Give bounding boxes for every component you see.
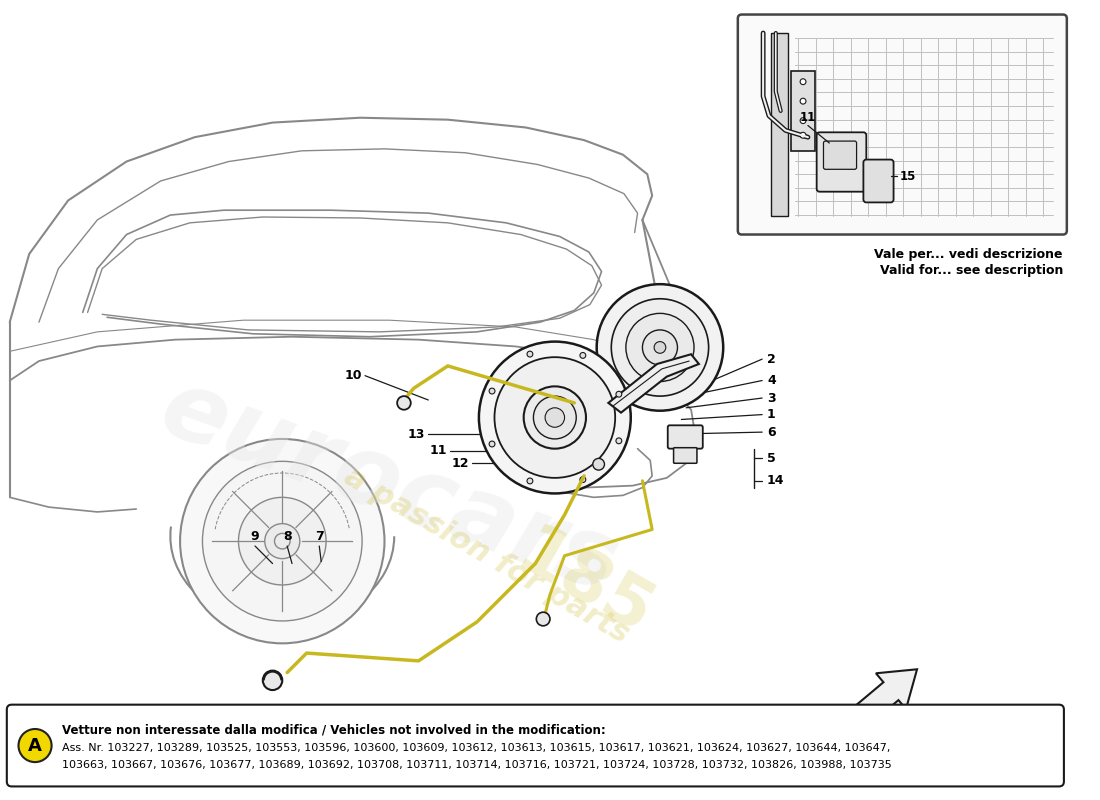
Circle shape <box>397 396 410 410</box>
Text: Vetture non interessate dalla modifica / Vehicles not involved in the modificati: Vetture non interessate dalla modifica /… <box>63 723 606 736</box>
Text: A: A <box>29 737 42 754</box>
Text: Ass. Nr. 103227, 103289, 103525, 103553, 103596, 103600, 103609, 103612, 103613,: Ass. Nr. 103227, 103289, 103525, 103553,… <box>63 742 891 753</box>
Circle shape <box>490 441 495 447</box>
FancyBboxPatch shape <box>673 448 697 463</box>
Circle shape <box>580 353 586 358</box>
Circle shape <box>527 478 532 484</box>
Circle shape <box>534 396 576 439</box>
Text: 8: 8 <box>283 530 292 543</box>
Circle shape <box>265 524 300 558</box>
FancyBboxPatch shape <box>824 141 857 170</box>
Circle shape <box>495 357 615 478</box>
Circle shape <box>616 438 622 444</box>
Circle shape <box>800 132 806 138</box>
Circle shape <box>612 298 708 396</box>
Text: 11: 11 <box>800 110 816 123</box>
Circle shape <box>527 351 532 357</box>
Circle shape <box>593 458 605 470</box>
Text: 2: 2 <box>767 353 775 366</box>
Text: Valid for... see description: Valid for... see description <box>880 264 1063 277</box>
Circle shape <box>524 386 586 449</box>
Circle shape <box>654 342 666 354</box>
Text: 11: 11 <box>429 444 447 457</box>
Text: Vale per... vedi descrizione: Vale per... vedi descrizione <box>874 248 1063 261</box>
FancyBboxPatch shape <box>7 705 1064 786</box>
Circle shape <box>800 78 806 85</box>
Text: a passion for parts: a passion for parts <box>339 462 635 650</box>
Text: 12: 12 <box>452 457 470 470</box>
Circle shape <box>490 388 495 394</box>
Text: 1: 1 <box>767 408 775 421</box>
Text: 185: 185 <box>505 520 663 650</box>
Text: eurocars: eurocars <box>148 362 630 614</box>
Text: 15: 15 <box>900 170 916 182</box>
FancyBboxPatch shape <box>816 132 867 192</box>
Text: 103663, 103667, 103676, 103677, 103689, 103692, 103708, 103711, 103714, 103716, : 103663, 103667, 103676, 103677, 103689, … <box>63 760 892 770</box>
Circle shape <box>596 284 723 410</box>
FancyBboxPatch shape <box>791 71 815 151</box>
Circle shape <box>616 391 622 397</box>
Text: 7: 7 <box>315 530 323 543</box>
FancyBboxPatch shape <box>864 159 893 202</box>
Circle shape <box>546 408 564 427</box>
Circle shape <box>800 118 806 123</box>
Text: 10: 10 <box>344 369 362 382</box>
Text: 6: 6 <box>767 426 775 438</box>
Circle shape <box>580 477 586 482</box>
Text: 3: 3 <box>767 391 775 405</box>
Circle shape <box>642 330 678 365</box>
Circle shape <box>202 462 362 621</box>
Circle shape <box>478 342 630 494</box>
Text: 5: 5 <box>767 452 775 465</box>
Text: 13: 13 <box>408 427 426 441</box>
FancyBboxPatch shape <box>738 14 1067 234</box>
Circle shape <box>180 439 385 643</box>
Text: 4: 4 <box>767 374 775 387</box>
Polygon shape <box>829 670 917 745</box>
Circle shape <box>800 98 806 104</box>
Circle shape <box>19 729 52 762</box>
Text: 14: 14 <box>767 474 784 487</box>
Circle shape <box>626 314 694 382</box>
FancyBboxPatch shape <box>668 426 703 449</box>
Text: 9: 9 <box>251 530 260 543</box>
Circle shape <box>263 670 283 690</box>
Circle shape <box>239 498 326 585</box>
FancyBboxPatch shape <box>771 33 789 216</box>
Polygon shape <box>608 354 698 413</box>
Circle shape <box>537 612 550 626</box>
